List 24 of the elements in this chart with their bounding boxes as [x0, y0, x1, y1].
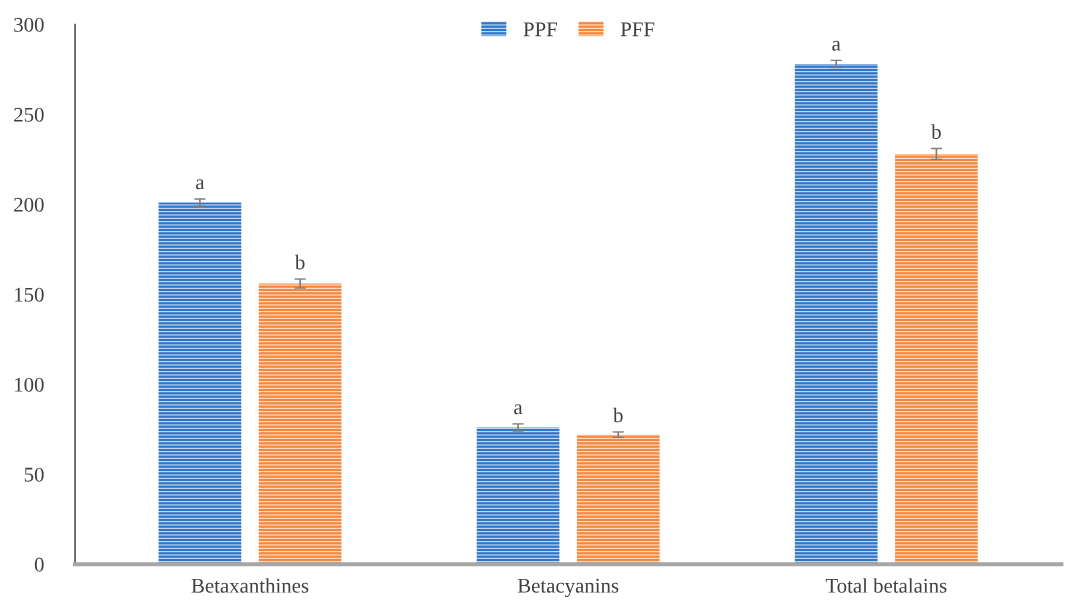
annotation: b — [613, 407, 623, 423]
y-tick-label: 200 — [14, 197, 44, 212]
bar — [158, 202, 242, 565]
bar — [258, 283, 342, 565]
annotation: a — [832, 40, 841, 51]
annotation: a — [196, 179, 205, 190]
legend-label: PFF — [620, 22, 655, 37]
bar — [576, 434, 660, 565]
legend-label: PPF — [523, 22, 557, 37]
y-tick-label: 300 — [14, 17, 44, 32]
y-tick-label: 250 — [14, 107, 44, 122]
y-tick-label: 50 — [24, 467, 44, 482]
x-tick-label: Betacyanins — [517, 578, 619, 598]
x-tick-label: Total betalains — [825, 578, 947, 593]
bar — [476, 427, 560, 565]
y-tick-label: 0 — [34, 557, 44, 572]
y-tick-label: 150 — [15, 287, 44, 302]
bar — [794, 63, 878, 565]
bar — [895, 153, 978, 565]
y-tick-label: 100 — [15, 377, 44, 392]
x-tick-label: Betaxanthines — [191, 578, 309, 593]
annotation: b — [294, 254, 305, 270]
annotation: a — [514, 404, 523, 415]
annotation: b — [931, 124, 941, 139]
